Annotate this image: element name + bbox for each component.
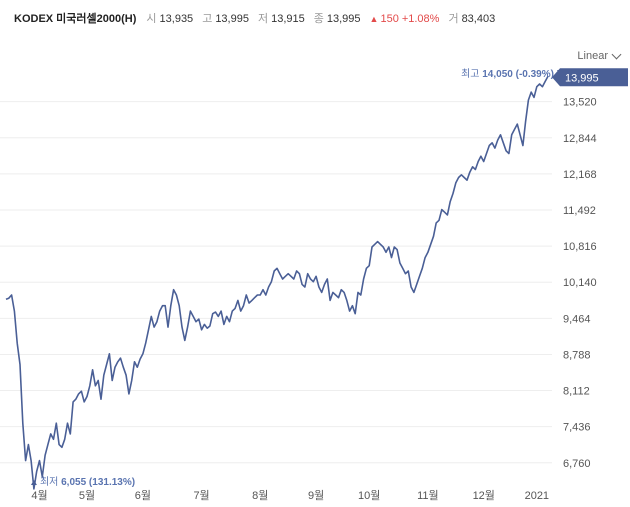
last-price-label: 13,995	[565, 72, 599, 84]
close-value: 13,995	[326, 13, 361, 25]
close-label: 종	[313, 13, 324, 25]
x-tick-label: 10월	[358, 489, 380, 502]
x-tick-label: 12월	[473, 489, 495, 502]
x-tick-label: 5월	[79, 489, 95, 502]
scale-label: Linear	[577, 50, 608, 62]
ticker-name: KODEX 미국러셀2000(H)	[14, 13, 137, 25]
low-label: 저	[257, 13, 269, 25]
x-tick-label: 7월	[193, 489, 209, 502]
open-value: 13,935	[159, 13, 194, 25]
y-tick-label: 7,436	[563, 422, 591, 434]
volume-label: 거	[448, 13, 459, 25]
low-value: 13,915	[271, 13, 305, 25]
x-tick-label: 2021	[525, 490, 549, 502]
open-label: 시	[146, 13, 157, 25]
quote-summary-bar: KODEX 미국러셀2000(H) 시 13,935 고 13,995 저 13…	[14, 10, 622, 28]
y-tick-label: 13,520	[563, 97, 597, 109]
x-tick-label: 9월	[308, 489, 324, 502]
min-annotation: 최저 6,055 (131.13%)	[40, 476, 135, 488]
y-tick-label: 8,788	[563, 349, 591, 361]
x-tick-label: 6월	[135, 489, 151, 502]
volume-value: 83,403	[461, 13, 496, 25]
scale-dropdown[interactable]: Linear	[577, 49, 622, 62]
last-price-badge	[552, 68, 628, 87]
change-percent: +1.08%	[401, 13, 440, 25]
x-tick-label: 11월	[417, 489, 439, 502]
high-value: 13,995	[215, 13, 249, 25]
y-tick-label: 10,816	[563, 241, 597, 253]
min-up-arrow-icon	[30, 480, 37, 485]
chevron-down-icon	[611, 49, 622, 59]
up-arrow-icon: ▲	[369, 14, 379, 24]
y-tick-label: 12,844	[563, 133, 597, 145]
change-value: 150	[380, 13, 399, 25]
y-tick-label: 12,168	[563, 169, 597, 181]
x-tick-label: 4월	[31, 489, 47, 502]
y-tick-label: 11,492	[563, 205, 596, 217]
y-tick-label: 9,464	[563, 313, 591, 325]
y-tick-label: 8,112	[563, 386, 590, 398]
y-tick-label: 6,760	[563, 458, 591, 470]
x-tick-label: 8월	[252, 489, 268, 502]
y-tick-label: 10,140	[563, 277, 597, 289]
price-series-line	[5, 75, 549, 490]
max-annotation: 최고 14,050 (-0.39%)	[461, 68, 554, 80]
high-label: 고	[202, 13, 213, 25]
